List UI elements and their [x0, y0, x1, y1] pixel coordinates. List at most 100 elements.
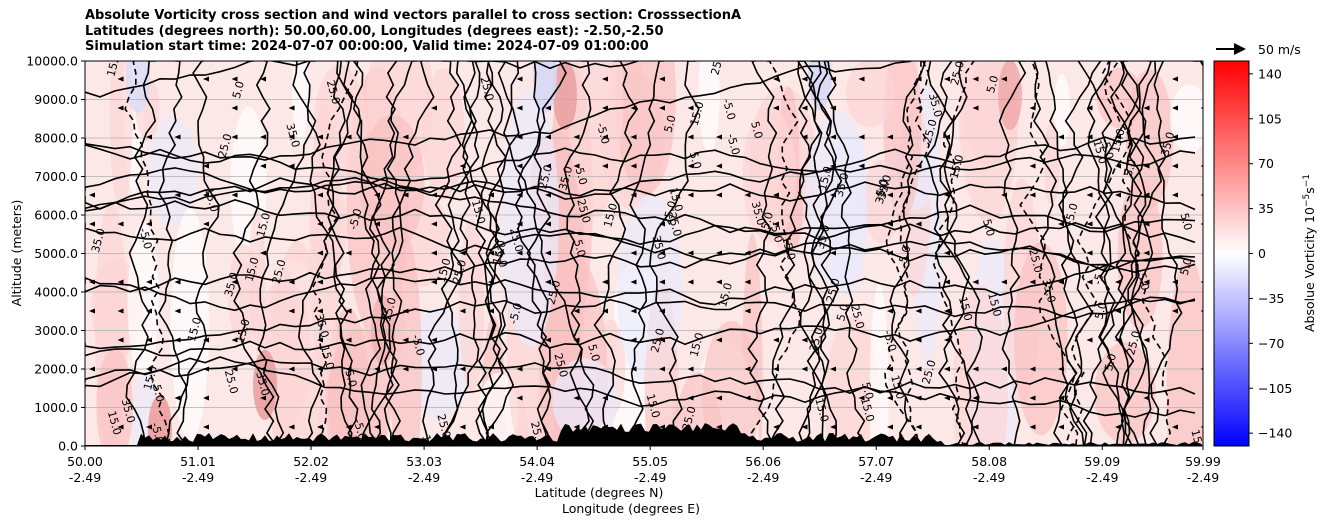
contour-line	[303, 61, 359, 446]
contour-label: 5.0	[1178, 212, 1195, 232]
wind-vector	[1115, 163, 1121, 169]
wind-vector	[516, 250, 523, 256]
wind-vector	[830, 163, 836, 169]
wind-vector	[716, 192, 722, 198]
wind-vector	[1001, 279, 1007, 285]
contour-line	[593, 61, 639, 446]
wind-vector	[146, 134, 152, 140]
wind-vector	[345, 308, 352, 314]
wind-vector	[915, 105, 922, 111]
wind-vector	[345, 250, 352, 256]
wind-vector	[288, 424, 295, 430]
wind-vector	[288, 134, 295, 140]
wind-vector	[345, 337, 352, 343]
wind-vector	[887, 366, 893, 372]
wind-vector	[1115, 337, 1121, 343]
wind-vector	[174, 308, 181, 314]
wind-vector	[431, 279, 437, 285]
x-axis-label-line-1: Latitude (degrees N)	[535, 485, 664, 500]
contour-label: -5.0	[1091, 262, 1109, 286]
colorbar-tick-label: −35	[1258, 291, 1284, 306]
contour-line	[480, 61, 515, 446]
wind-vector	[431, 192, 437, 198]
wind-vector	[630, 279, 637, 285]
wind-vector	[89, 279, 95, 285]
wind-vector	[630, 366, 637, 372]
colorbar-label-unit-exp: −1	[1302, 174, 1312, 187]
contour-label: 15.0	[202, 186, 221, 213]
y-tick-label: 0.0	[58, 439, 78, 454]
wind-vector	[545, 105, 551, 111]
field-anomaly	[553, 61, 577, 130]
contour-label: 15.0	[644, 392, 663, 419]
contour-label: 35.0	[313, 312, 332, 339]
contour-label: 15.0	[687, 331, 706, 358]
wind-vector	[830, 366, 836, 372]
wind-vector	[801, 424, 808, 430]
field-patch	[1096, 67, 1143, 129]
wind-vector	[516, 105, 523, 111]
wind-vector	[288, 105, 295, 111]
contour-label: 15.0	[601, 202, 620, 229]
contour-label: 25.0	[1124, 329, 1143, 356]
wind-vector	[915, 163, 922, 169]
wind-vector	[659, 221, 665, 227]
contour-label: 25.0	[648, 327, 667, 354]
wind-vector	[716, 395, 722, 401]
wind-vector	[317, 279, 323, 285]
x-tick-label-lat: 50.00	[67, 454, 103, 469]
wind-vector	[1172, 134, 1178, 140]
wind-vector	[146, 337, 152, 343]
wind-vector	[1172, 279, 1178, 285]
contour-label: 25.0	[222, 368, 241, 395]
wind-vector	[260, 366, 266, 372]
x-tick-label-lat: 51.01	[180, 454, 216, 469]
contour-line	[1077, 61, 1133, 446]
contour-label: 15.0	[779, 235, 798, 262]
wind-vector	[858, 76, 865, 82]
contour-line	[514, 61, 567, 446]
colorbar-tick-label: 140	[1258, 66, 1282, 81]
contour-line	[376, 61, 418, 446]
wind-vector	[231, 105, 238, 111]
wind-vector	[488, 250, 494, 256]
contour-line	[810, 61, 837, 446]
contour-label: -5.0	[136, 227, 154, 251]
wind-vector	[317, 134, 323, 140]
wind-vector	[602, 279, 608, 285]
contour-line	[444, 61, 481, 446]
y-tick-label: 8000.0	[34, 131, 78, 146]
contour-label: 15.0	[888, 374, 907, 401]
wind-vector	[773, 221, 779, 227]
wind-vector	[744, 279, 751, 285]
wind-vector	[915, 221, 922, 227]
wind-vector	[516, 366, 523, 372]
wind-vector	[630, 134, 637, 140]
contour-label: 5.0	[150, 383, 167, 403]
contour-label: 15.0	[858, 396, 877, 423]
wind-vector	[1172, 76, 1178, 82]
contour-line	[85, 61, 642, 98]
x-tick-label-lat: 58.08	[971, 454, 1007, 469]
contour-line	[1114, 61, 1157, 446]
contour-label: 15.0	[716, 281, 735, 308]
wind-vector	[203, 337, 209, 343]
wind-vector	[773, 105, 779, 111]
wind-vector	[260, 163, 266, 169]
wind-vector	[1143, 395, 1150, 401]
field-patch	[1170, 84, 1203, 153]
wind-vector	[89, 366, 95, 372]
wind-vector	[1200, 193, 1203, 197]
wind-vector	[545, 134, 551, 140]
wind-vector	[89, 308, 95, 314]
wind-vector	[687, 134, 694, 140]
contour-label: 15.0	[318, 344, 337, 371]
contour-label: -5.0	[347, 207, 365, 231]
wind-vector	[545, 366, 551, 372]
wind-vector	[659, 424, 665, 430]
wind-vector	[716, 163, 722, 169]
contour-label: 15.0	[469, 198, 488, 225]
wind-vector	[402, 337, 409, 343]
wind-vector	[1001, 76, 1007, 82]
